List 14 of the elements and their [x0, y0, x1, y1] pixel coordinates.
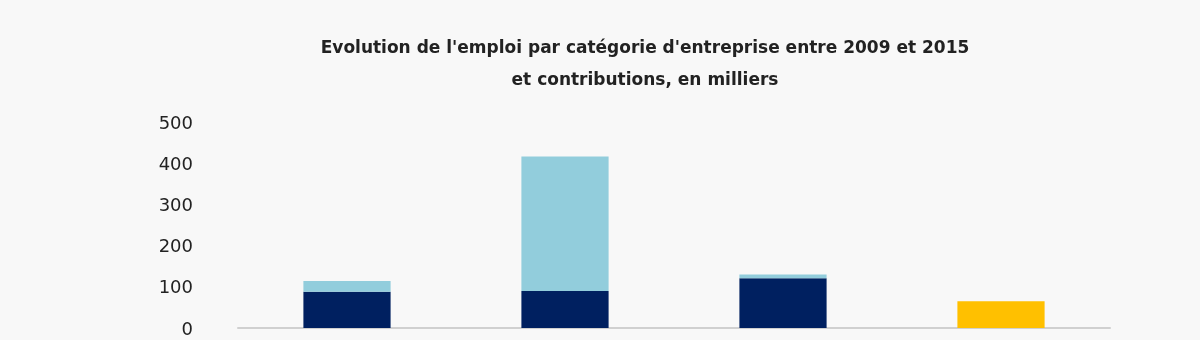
- bar: [739, 274, 827, 279]
- chart-title: Evolution de l'emploi par catégorie d'entreprise entre 2009 et 2015 et contributions, en milliers: [320, 37, 970, 89]
- y-tick-label: 400: [158, 152, 193, 174]
- y-tick-label: 200: [158, 235, 193, 257]
- y-tick-label: 0: [181, 317, 193, 339]
- y-tick-label: 500: [158, 111, 193, 133]
- y-tick-label: 300: [158, 193, 193, 215]
- bar: [521, 290, 609, 328]
- y-tick-label: 100: [158, 276, 193, 298]
- bar: [739, 278, 827, 328]
- bar: [303, 281, 391, 292]
- bar: [957, 301, 1045, 328]
- bar: [303, 291, 391, 328]
- bar: [521, 156, 609, 291]
